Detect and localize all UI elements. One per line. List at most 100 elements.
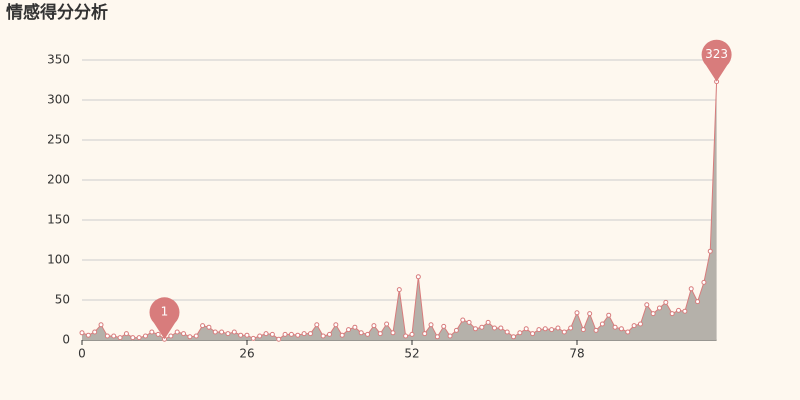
point <box>447 333 453 339</box>
point <box>181 331 187 337</box>
point <box>574 310 580 316</box>
point <box>288 331 294 337</box>
point <box>98 322 104 328</box>
point <box>295 332 301 338</box>
point <box>326 331 332 337</box>
point <box>384 321 390 327</box>
point <box>415 274 421 280</box>
point <box>523 326 529 332</box>
mark-pin-label: 1 <box>161 305 169 319</box>
point <box>358 330 364 336</box>
point <box>561 329 567 335</box>
point <box>695 299 701 305</box>
point <box>276 336 282 342</box>
point <box>650 311 656 317</box>
point <box>282 331 288 337</box>
point <box>593 327 599 333</box>
point <box>587 311 593 317</box>
point <box>238 332 244 338</box>
point <box>314 322 320 328</box>
x-tick-label: 52 <box>404 347 419 361</box>
point <box>149 329 155 335</box>
point <box>219 329 225 335</box>
y-tick-label: 150 <box>47 213 70 227</box>
point <box>599 321 605 327</box>
point <box>200 323 206 329</box>
point <box>117 335 123 341</box>
point <box>536 327 542 333</box>
mark-pin <box>149 297 180 340</box>
point <box>206 324 212 330</box>
point <box>244 332 250 338</box>
point <box>631 323 637 329</box>
point <box>320 333 326 339</box>
point <box>365 331 371 337</box>
x-tick-label: 78 <box>569 347 584 361</box>
point <box>491 325 497 331</box>
point <box>155 331 161 337</box>
point <box>307 331 313 337</box>
point <box>676 307 682 313</box>
point <box>168 333 174 339</box>
chart-title: 情感得分分析 <box>6 2 108 23</box>
point <box>479 324 485 330</box>
point <box>231 329 237 335</box>
point <box>511 334 517 340</box>
point <box>656 305 662 311</box>
point <box>193 333 199 339</box>
point <box>257 333 263 339</box>
y-tick-label: 200 <box>47 173 70 187</box>
point <box>92 329 98 335</box>
point <box>111 333 117 339</box>
point <box>409 331 415 337</box>
point <box>504 329 510 335</box>
point <box>333 322 339 328</box>
point <box>549 327 555 333</box>
y-tick-label: 350 <box>47 53 70 67</box>
point <box>517 330 523 336</box>
point <box>707 248 713 254</box>
point <box>498 325 504 331</box>
point <box>136 335 142 341</box>
point <box>625 329 631 335</box>
point <box>580 327 586 333</box>
point <box>606 312 612 318</box>
point <box>396 287 402 293</box>
point <box>555 325 561 331</box>
point <box>453 327 459 333</box>
y-tick-label: 100 <box>47 253 70 267</box>
point <box>301 331 307 337</box>
point <box>352 324 358 330</box>
point <box>618 326 624 332</box>
point <box>682 308 688 314</box>
point <box>263 331 269 337</box>
point <box>663 299 669 305</box>
point <box>542 326 548 332</box>
x-tick-label: 26 <box>239 347 254 361</box>
point <box>390 330 396 336</box>
point <box>568 325 574 331</box>
point <box>346 327 352 333</box>
point <box>130 335 136 341</box>
point <box>688 286 694 292</box>
point <box>530 331 536 337</box>
point <box>371 323 377 329</box>
point <box>612 324 618 330</box>
point <box>701 279 707 285</box>
point <box>269 331 275 337</box>
point <box>212 329 218 335</box>
point <box>428 322 434 328</box>
point <box>460 317 466 323</box>
point <box>123 331 129 337</box>
point <box>466 319 472 325</box>
y-tick-label: 250 <box>47 133 70 147</box>
point <box>441 323 447 329</box>
point <box>142 333 148 339</box>
point <box>434 334 440 340</box>
y-tick-label: 50 <box>55 293 70 307</box>
mark-pin-label: 323 <box>705 47 728 61</box>
point <box>485 319 491 325</box>
y-tick-label: 300 <box>47 93 70 107</box>
point <box>637 321 643 327</box>
